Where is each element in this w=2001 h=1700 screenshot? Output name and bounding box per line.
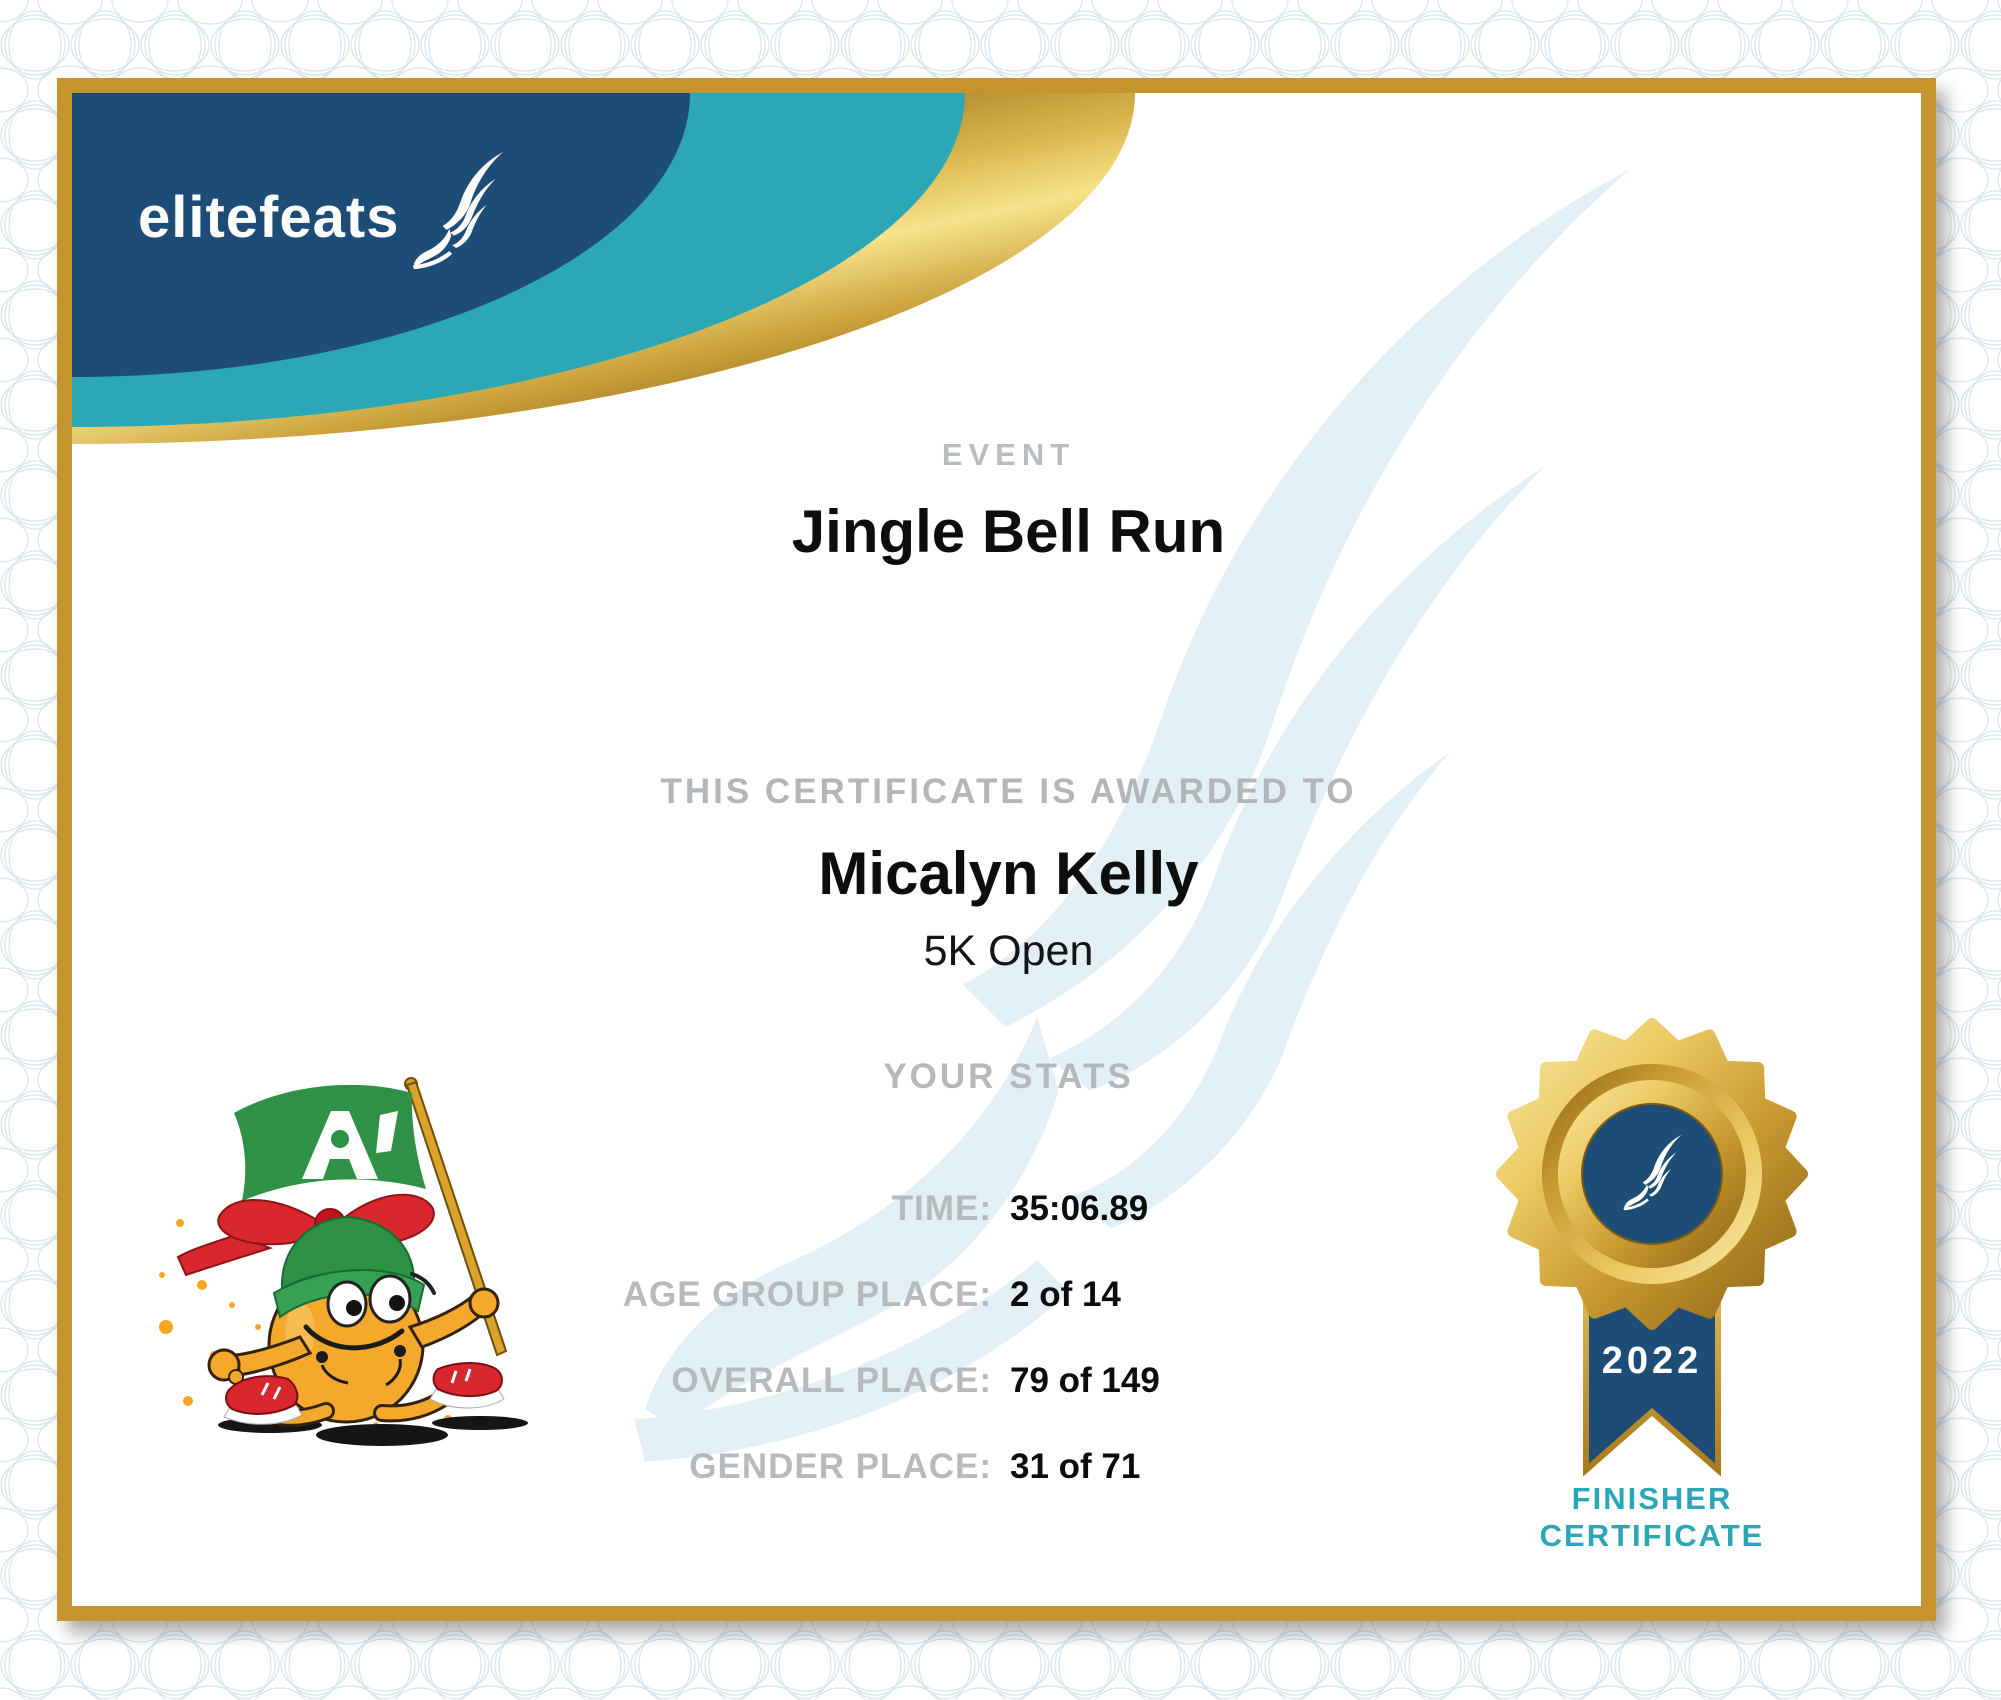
certificate-frame: elitefeats EVENT Jingle Bell Run THIS CE… xyxy=(57,78,1936,1621)
winged-foot-icon xyxy=(413,152,504,270)
stat-value: 35:06.89 xyxy=(1010,1189,1149,1228)
recipient-name: Micalyn Kelly xyxy=(818,840,1199,907)
stat-value: 31 of 71 xyxy=(1010,1447,1141,1486)
badge-year: 2022 xyxy=(1601,1340,1703,1382)
badge-caption: FINISHER CERTIFICATE xyxy=(1452,1480,1852,1554)
brand-logo: elitefeats xyxy=(138,151,505,276)
mascot-face xyxy=(303,1272,436,1387)
red-sneakers xyxy=(223,1362,505,1425)
green-flag xyxy=(234,1084,426,1201)
badge-caption-line2: CERTIFICATE xyxy=(1539,1518,1765,1554)
finisher-badge: 2022 FINISHER CERTIFICATE xyxy=(1492,1018,1812,1606)
mascot-shadow xyxy=(218,1416,528,1446)
stat-value: 2 of 14 xyxy=(1010,1275,1121,1314)
brand-logo-text: elitefeats xyxy=(138,185,400,250)
medal-rosette xyxy=(1496,1018,1808,1477)
award-intro: THIS CERTIFICATE IS AWARDED TO xyxy=(660,772,1357,811)
division-name: 5K Open xyxy=(923,927,1094,975)
certificate-body: elitefeats EVENT Jingle Bell Run THIS CE… xyxy=(72,93,1921,1606)
badge-caption-line1: FINISHER xyxy=(1571,1481,1733,1516)
mascot-arms xyxy=(207,1287,500,1385)
flag-pole xyxy=(404,1077,508,1357)
event-name: Jingle Bell Run xyxy=(791,498,1226,565)
header-swoosh xyxy=(72,93,1135,444)
jingle-bell-mascot-art: ★ xyxy=(159,1077,528,1446)
event-label: EVENT xyxy=(941,437,1076,472)
stat-value: 79 of 149 xyxy=(1010,1361,1160,1400)
jingle-bell-mascot: ★ xyxy=(150,1027,550,1467)
